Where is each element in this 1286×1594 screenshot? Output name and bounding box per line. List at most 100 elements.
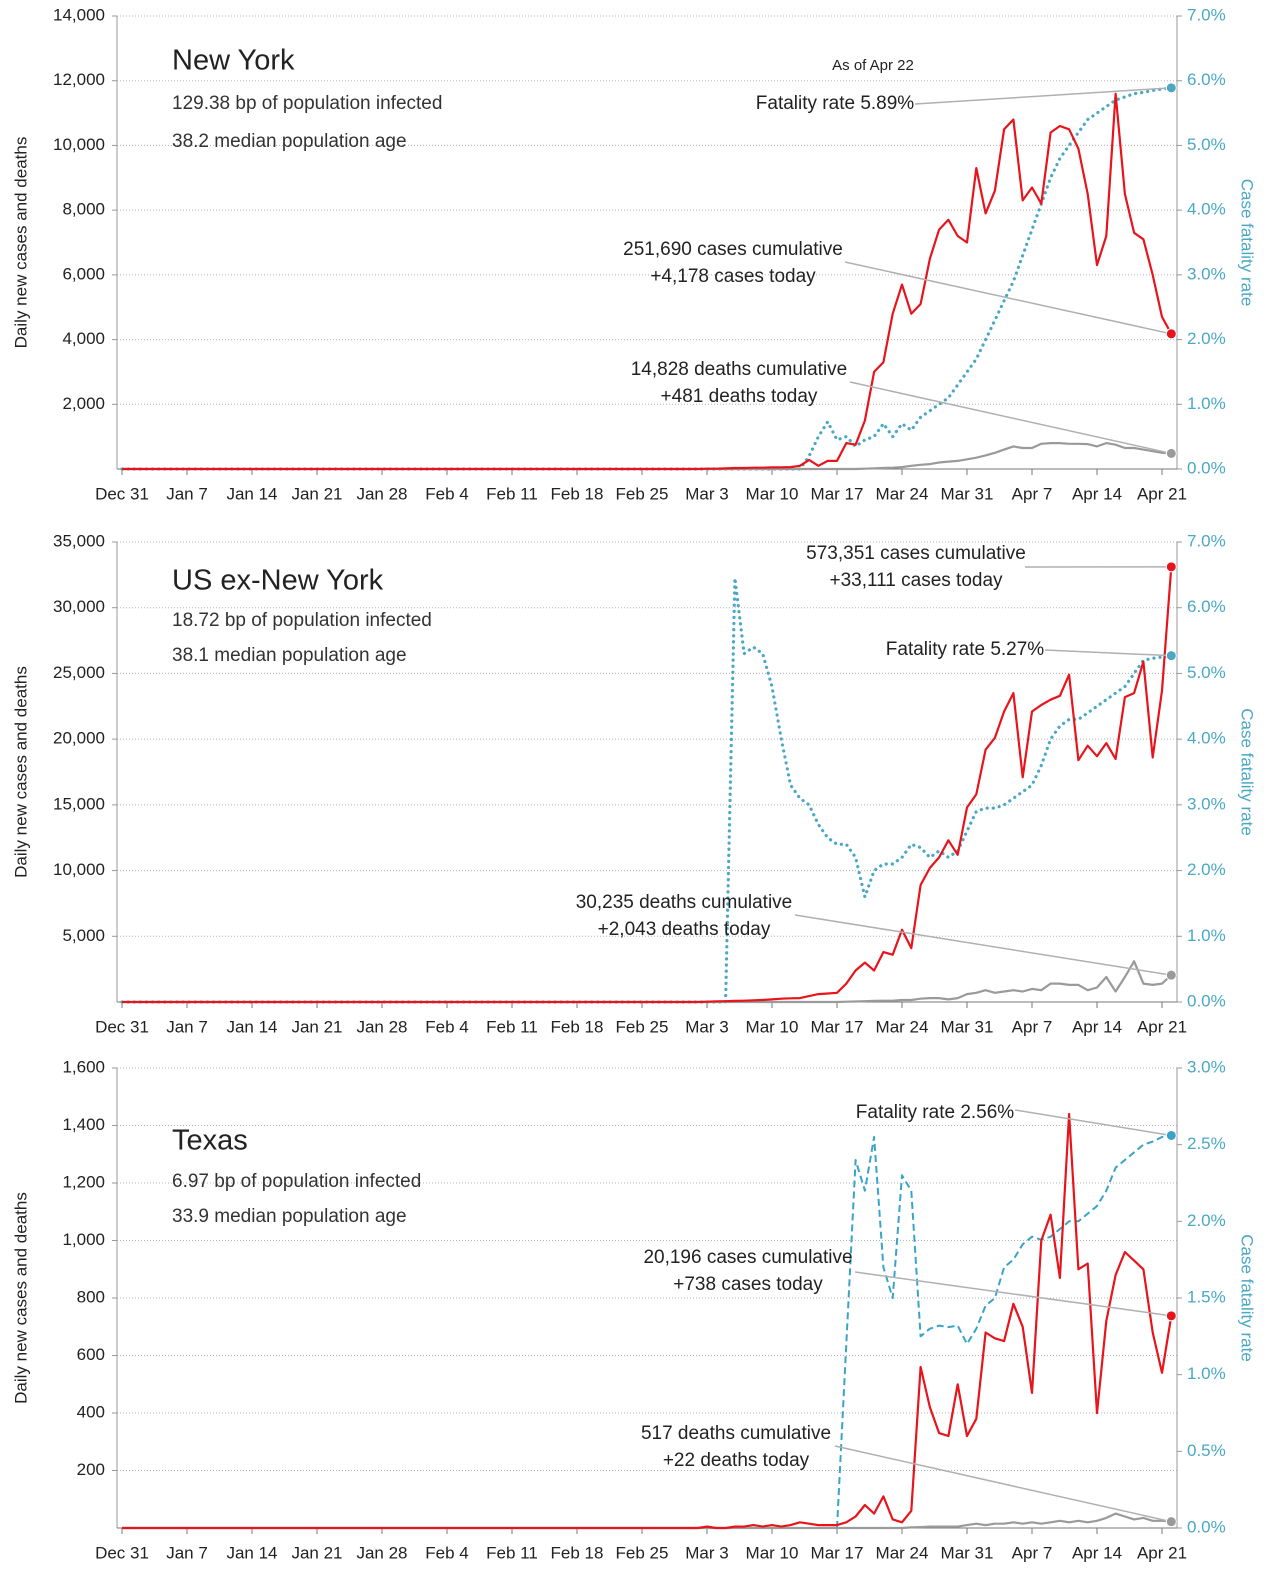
- x-tick-label: Apr 21: [1137, 1017, 1187, 1036]
- x-tick-label: Feb 25: [616, 484, 669, 503]
- y2-tick-label: 4.0%: [1187, 729, 1226, 748]
- x-tick-label: Mar 17: [811, 1543, 864, 1562]
- annotation: 20,196 cases cumulative: [643, 1247, 852, 1268]
- panel-subtitle: 18.72 bp of population infected: [172, 610, 432, 631]
- series-line: [122, 566, 1173, 1004]
- y-tick-label: 20,000: [53, 729, 105, 748]
- y2-tick-label: 6.0%: [1187, 70, 1226, 89]
- annotation: 573,351 cases cumulative: [806, 543, 1026, 564]
- y-axis-label: Daily new cases and deaths: [11, 666, 30, 878]
- x-tick-label: Feb 11: [486, 484, 538, 503]
- x-tick-label: Apr 14: [1072, 1543, 1122, 1562]
- y2-tick-label: 2.5%: [1187, 1134, 1226, 1153]
- last-point: [1165, 561, 1177, 573]
- leader-line: [914, 87, 1172, 105]
- annotation: +481 deaths today: [661, 386, 818, 407]
- panel: 5,000 10,000 15,000 20,000 25,000 30,000 35,00…: [11, 531, 1256, 1036]
- x-tick-label: Jan 14: [226, 1017, 277, 1036]
- leader-line: [1044, 649, 1172, 657]
- y2-tick-label: 1.5%: [1187, 1287, 1226, 1306]
- y-tick-label: 25,000: [53, 663, 105, 682]
- y-tick-label: 1,200: [62, 1172, 105, 1191]
- last-point: [1165, 328, 1177, 340]
- leader-line: [1014, 1109, 1172, 1137]
- y2-axis-label: Case fatality rate: [1238, 1234, 1257, 1362]
- x-tick-label: Jan 21: [291, 1543, 342, 1562]
- y2-tick-label: 1.0%: [1187, 926, 1226, 945]
- y-tick-label: 400: [77, 1402, 105, 1421]
- x-tick-label: Jan 21: [291, 484, 342, 503]
- y2-tick-label: 7.0%: [1187, 531, 1226, 550]
- annotation: Fatality rate 5.27%: [886, 639, 1045, 660]
- x-tick-label: Apr 7: [1012, 1543, 1053, 1562]
- x-tick-label: Jan 28: [356, 484, 407, 503]
- x-tick-label: Dec 31: [95, 484, 149, 503]
- y2-tick-label: 5.0%: [1187, 135, 1226, 154]
- x-tick-label: Mar 10: [746, 484, 799, 503]
- x-tick-label: Feb 18: [551, 1543, 604, 1562]
- panel-subtitle: 129.38 bp of population infected: [172, 93, 442, 114]
- leader-line: [854, 1271, 1172, 1317]
- y2-tick-label: 1.0%: [1187, 394, 1226, 413]
- x-tick-label: Feb 25: [616, 1017, 669, 1036]
- x-tick-label: Mar 17: [811, 1017, 864, 1036]
- y-tick-label: 1,600: [62, 1057, 105, 1076]
- panel-subtitle: 6.97 bp of population infected: [172, 1171, 421, 1192]
- x-tick-label: Mar 17: [811, 484, 864, 503]
- x-tick-label: Feb 18: [551, 1017, 604, 1036]
- annotation: +4,178 cases today: [650, 266, 816, 287]
- panel-title: New York: [172, 45, 295, 77]
- y-tick-label: 35,000: [53, 531, 105, 550]
- y2-tick-label: 3.0%: [1187, 794, 1226, 813]
- x-tick-label: Mar 31: [941, 1017, 994, 1036]
- annotation: +2,043 deaths today: [598, 919, 771, 940]
- y2-tick-label: 0.0%: [1187, 991, 1226, 1010]
- y2-tick-label: 3.0%: [1187, 264, 1226, 283]
- last-point: [1165, 969, 1177, 981]
- x-tick-label: Jan 7: [166, 1543, 208, 1562]
- x-tick-label: Mar 10: [746, 1543, 799, 1562]
- y-tick-label: 600: [77, 1345, 105, 1364]
- y-tick-label: 4,000: [62, 329, 105, 348]
- last-point: [1165, 650, 1177, 662]
- last-point: [1165, 447, 1177, 459]
- y2-tick-label: 1.0%: [1187, 1364, 1226, 1383]
- x-tick-label: Mar 31: [941, 484, 994, 503]
- annotation: +738 cases today: [673, 1274, 823, 1295]
- x-tick-label: Mar 10: [746, 1017, 799, 1036]
- series-line: [122, 442, 1172, 471]
- annotation: 517 deaths cumulative: [641, 1423, 831, 1444]
- y-tick-label: 15,000: [53, 794, 105, 813]
- y2-tick-label: 4.0%: [1187, 200, 1226, 219]
- series-line: [122, 92, 1173, 471]
- series-line: [122, 1134, 1172, 1529]
- annotation: Fatality rate 5.89%: [756, 93, 915, 114]
- x-tick-label: Feb 4: [425, 1017, 468, 1036]
- leader-line: [794, 914, 1172, 976]
- panel-subtitle: 38.1 median population age: [172, 645, 407, 666]
- x-tick-label: Jan 14: [226, 484, 277, 503]
- y2-axis-label: Case fatality rate: [1238, 179, 1257, 307]
- x-tick-label: Apr 14: [1072, 484, 1122, 503]
- x-tick-label: Apr 21: [1137, 1543, 1187, 1562]
- x-tick-label: Mar 24: [876, 1017, 929, 1036]
- annotation: 30,235 deaths cumulative: [576, 892, 793, 913]
- annotation: +22 deaths today: [663, 1450, 810, 1471]
- y2-tick-label: 2.0%: [1187, 329, 1226, 348]
- y2-axis-label: Case fatality rate: [1238, 708, 1257, 836]
- x-tick-label: Apr 14: [1072, 1017, 1122, 1036]
- x-tick-label: Jan 28: [356, 1543, 407, 1562]
- panel-title: US ex-New York: [172, 565, 384, 597]
- y-tick-label: 1,000: [62, 1230, 105, 1249]
- leader-line: [844, 261, 1172, 335]
- y2-tick-label: 3.0%: [1187, 1057, 1226, 1076]
- y-tick-label: 6,000: [62, 264, 105, 283]
- x-tick-label: Dec 31: [95, 1543, 149, 1562]
- y-tick-label: 1,400: [62, 1115, 105, 1134]
- annotation: +33,111 cases today: [829, 570, 1003, 591]
- panel-subtitle: 38.2 median population age: [172, 131, 407, 152]
- panel-subtitle: 33.9 median population age: [172, 1206, 407, 1227]
- series-line: [122, 1512, 1172, 1530]
- x-tick-label: Mar 3: [685, 484, 728, 503]
